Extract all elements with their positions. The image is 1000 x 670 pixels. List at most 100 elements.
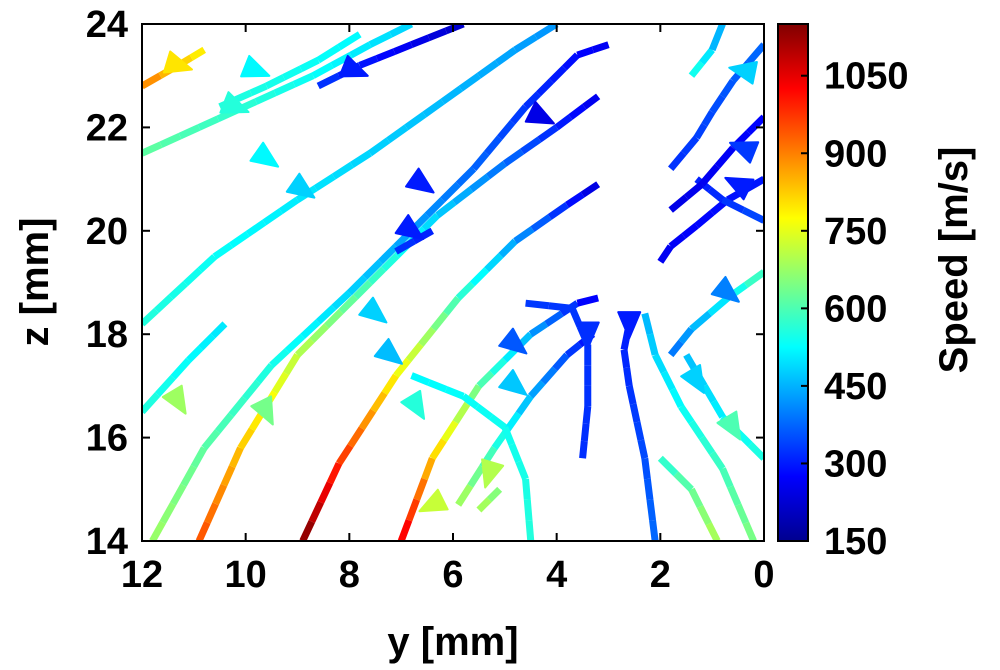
flow-arrowhead (338, 54, 369, 78)
streamline-segment (299, 57, 320, 72)
streamline-segment (561, 52, 580, 71)
streamline-segment (255, 363, 275, 384)
flow-arrowhead (400, 389, 426, 420)
streamline-segment (316, 72, 341, 90)
streamline-segment (324, 308, 344, 329)
streamline-segment (421, 457, 436, 481)
streamline-segment (742, 521, 757, 541)
y-tick-label: 18 (86, 314, 128, 356)
streamline-segment (489, 357, 508, 376)
streamline-segment (727, 485, 742, 507)
streamline-segment (338, 294, 359, 314)
streamline-segment (326, 461, 343, 485)
streamline-segment (353, 280, 373, 300)
streamline-segment (469, 267, 490, 287)
streamline-segment (413, 477, 428, 501)
streamline-segment (212, 483, 228, 506)
streamline-segment (693, 123, 708, 140)
streamline-segment (180, 464, 197, 487)
streamline-segment (509, 104, 529, 125)
colorbar-label: Speed [m/s] (932, 147, 976, 374)
streamline-segment (427, 379, 448, 393)
streamline-segment (368, 137, 391, 157)
streamline-segment (397, 519, 413, 541)
streamline-segment (170, 483, 187, 506)
flow-arrowhead (575, 321, 600, 350)
x-tick-label: 10 (225, 554, 267, 596)
streamline-segment (501, 425, 515, 446)
streamline-segment (530, 214, 552, 232)
streamline-segment (641, 312, 654, 336)
streamline-segment (241, 379, 261, 401)
streamline-segment (698, 435, 716, 456)
streamline-segment (476, 59, 500, 79)
streamline-segment (427, 27, 448, 42)
streamline-segment (471, 151, 490, 172)
streamline-segment (660, 370, 676, 391)
streamline-segment (681, 222, 699, 239)
streamline (394, 227, 434, 255)
streamline-segment (418, 326, 437, 347)
streamline (476, 486, 503, 513)
streamline-segment (534, 24, 559, 40)
colorbar-tick-label: 1050 (824, 56, 909, 98)
streamline-segment (313, 173, 336, 192)
streamline (688, 24, 726, 78)
flow-arrowhead (498, 327, 528, 355)
streamline-segment (714, 145, 736, 169)
streamline-segment (580, 181, 601, 198)
streamline-segment (429, 438, 447, 461)
streamline-segment (701, 110, 716, 127)
streamline-segment (299, 520, 315, 541)
y-tick-label: 20 (86, 211, 128, 253)
streamline-segment (229, 231, 250, 249)
flow-arrowhead (394, 214, 425, 241)
streamline-segment (694, 210, 715, 229)
streamline-segment (520, 136, 542, 155)
colorbar-tick-label: 900 (824, 133, 887, 175)
streamline-segment (641, 457, 651, 480)
streamline-segment (720, 196, 745, 214)
flow-arrowhead (524, 100, 555, 125)
streamline-segment (547, 202, 570, 220)
streamline-segment (237, 427, 255, 450)
streamline-segment (576, 46, 595, 59)
streamline-segment (508, 443, 522, 464)
streamline-segment (699, 163, 721, 187)
streamline-segment (214, 412, 234, 434)
streamline-segment (582, 93, 601, 110)
streamline-segment (386, 124, 409, 144)
streamline-segment (743, 269, 764, 288)
streamline-segment (210, 321, 228, 339)
streamline-segment (625, 385, 637, 405)
streamline-segment (331, 161, 354, 180)
streamline-segment (696, 504, 712, 526)
streamline-segment (568, 103, 587, 120)
flow-arrowhead (498, 369, 528, 396)
streamline-segment (564, 341, 583, 358)
x-tick-label: 8 (339, 554, 360, 596)
streamline-segment (734, 503, 750, 525)
streamline-segment (523, 91, 541, 110)
streamline-segment (475, 403, 494, 420)
streamline-segment (421, 212, 440, 232)
streamline-segment (283, 353, 301, 376)
x-tick-label: 4 (546, 554, 567, 596)
streamline-segment (375, 48, 396, 62)
streamline-segment (308, 500, 324, 524)
streamline-segment (495, 46, 518, 66)
streamline-segment (513, 33, 538, 53)
streamline (657, 455, 721, 541)
streamline-segment (544, 310, 564, 327)
x-axis-ticks: 12 10 8 6 4 2 0 (121, 24, 775, 596)
streamline-segment (430, 311, 449, 332)
streamline (299, 181, 601, 541)
streamline-segment (515, 394, 534, 416)
streamline-segment (710, 399, 726, 419)
streamline-segment (370, 391, 388, 413)
streamline-segment (405, 498, 420, 522)
streamline-segment (455, 166, 477, 187)
streamline-segment (452, 402, 471, 424)
streamline-segment (404, 111, 427, 131)
